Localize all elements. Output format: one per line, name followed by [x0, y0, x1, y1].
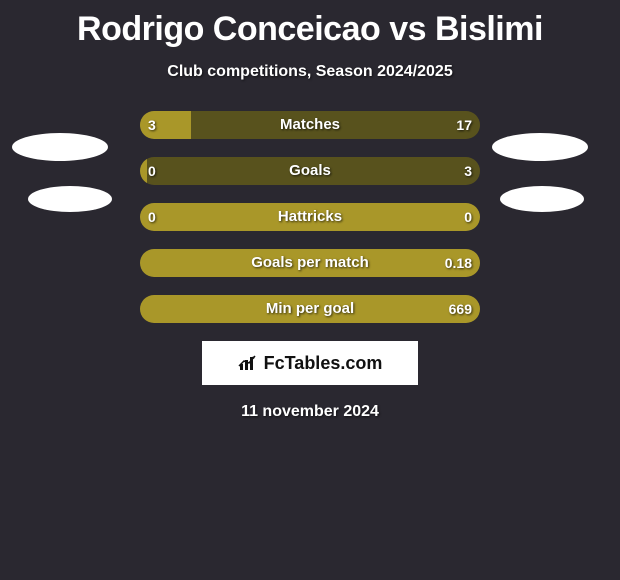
comparison-infographic: Rodrigo Conceicao vs Bislimi Club compet…: [0, 10, 620, 580]
decorative-ellipse: [492, 133, 588, 161]
stat-row: Goals per match0.18: [0, 249, 620, 277]
bar-track: [140, 111, 480, 139]
bar-left: [140, 157, 147, 185]
bar-left: [140, 249, 480, 277]
value-left: 0: [148, 203, 156, 231]
bar-chart-icon: [238, 354, 260, 372]
stat-row: Min per goal669: [0, 295, 620, 323]
bar-left: [140, 203, 480, 231]
logo-text: FcTables.com: [264, 353, 383, 374]
bar-left: [140, 295, 480, 323]
bar-track: [140, 295, 480, 323]
logo: FcTables.com: [238, 353, 383, 374]
value-right: 0.18: [445, 249, 472, 277]
value-left: 0: [148, 157, 156, 185]
value-right: 17: [456, 111, 472, 139]
bar-track: [140, 249, 480, 277]
value-right: 0: [464, 203, 472, 231]
bar-right: [147, 157, 480, 185]
decorative-ellipse: [12, 133, 108, 161]
logo-box: FcTables.com: [202, 341, 418, 385]
value-right: 669: [449, 295, 472, 323]
stat-row: Goals03: [0, 157, 620, 185]
page-subtitle: Club competitions, Season 2024/2025: [0, 63, 620, 81]
bar-right: [191, 111, 480, 139]
date-line: 11 november 2024: [0, 403, 620, 421]
bar-track: [140, 157, 480, 185]
decorative-ellipse: [28, 186, 112, 212]
decorative-ellipse: [500, 186, 584, 212]
bar-track: [140, 203, 480, 231]
page-title: Rodrigo Conceicao vs Bislimi: [0, 10, 620, 49]
value-left: 3: [148, 111, 156, 139]
value-right: 3: [464, 157, 472, 185]
